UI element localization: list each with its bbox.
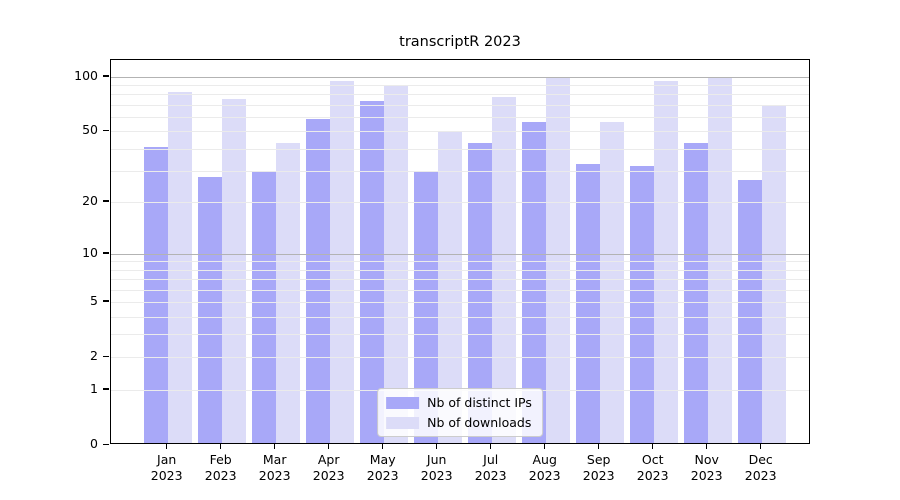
legend-item-distinct-ips: Nb of distinct IPs <box>386 395 532 410</box>
bar-downloads-may <box>383 85 408 443</box>
x-tick-label-mar: Mar 2023 <box>258 452 291 483</box>
y-tick-label: 50 <box>82 122 98 138</box>
bar-downloads-mar <box>275 142 300 443</box>
bar-distinct-ips-mar <box>251 171 276 443</box>
x-tick-label-feb: Feb 2023 <box>204 452 237 483</box>
bar-downloads-aug <box>545 77 570 443</box>
y-tick-mark <box>103 252 109 254</box>
x-tick-mark <box>381 444 384 449</box>
x-tick-mark <box>273 444 276 449</box>
x-tick-label-nov: Nov 2023 <box>690 452 723 483</box>
x-tick-mark <box>705 444 708 449</box>
y-tick-label: 0 <box>90 436 98 451</box>
x-tick-label-oct: Oct 2023 <box>636 452 669 483</box>
bar-distinct-ips-feb <box>197 177 222 443</box>
x-tick-label-aug: Aug 2023 <box>528 452 561 483</box>
x-tick-mark <box>597 444 600 449</box>
legend-swatch-distinct-ips <box>386 396 420 409</box>
y-tick-mark <box>103 200 109 202</box>
bar-distinct-ips-jan <box>143 146 168 443</box>
bar-downloads-apr <box>329 81 354 443</box>
x-tick-mark <box>219 444 222 449</box>
bar-downloads-feb <box>221 99 246 443</box>
bar-distinct-ips-sep <box>575 163 600 443</box>
y-tick-label: 100 <box>74 67 98 83</box>
x-tick-label-dec: Dec 2023 <box>744 452 777 483</box>
x-tick-mark <box>543 444 546 449</box>
y-tick-mark <box>103 129 109 132</box>
x-tick-label-jun: Jun 2023 <box>420 452 453 483</box>
x-tick-mark <box>489 444 492 449</box>
x-tick-label-jan: Jan 2023 <box>150 452 183 483</box>
bar-downloads-nov <box>707 77 732 443</box>
x-tick-mark <box>327 444 330 449</box>
bar-distinct-ips-dec <box>737 179 762 443</box>
x-tick-label-apr: Apr 2023 <box>312 452 345 483</box>
bar-downloads-jan <box>167 92 192 443</box>
x-tick-mark <box>165 444 168 449</box>
plot-area: Nb of distinct IPs Nb of downloads <box>110 59 810 444</box>
bars-layer <box>111 60 809 443</box>
legend-swatch-downloads <box>386 416 420 429</box>
y-tick-label: 10 <box>82 244 98 260</box>
x-tick-label-may: May 2023 <box>366 452 399 483</box>
y-tick-mark <box>103 75 109 77</box>
chart-title: transcriptR 2023 <box>399 34 521 50</box>
bar-distinct-ips-may <box>359 100 384 443</box>
y-tick-mark <box>103 388 109 390</box>
bar-downloads-oct <box>653 81 678 443</box>
bar-distinct-ips-oct <box>629 166 654 443</box>
y-tick-label: 1 <box>90 380 98 396</box>
bar-distinct-ips-nov <box>683 142 708 443</box>
x-tick-mark <box>435 444 438 449</box>
y-tick-label: 2 <box>90 348 98 364</box>
y-tick-mark <box>103 300 109 302</box>
x-tick-label-jul: Jul 2023 <box>474 452 507 483</box>
x-tick-mark <box>651 444 654 449</box>
x-tick-mark <box>759 444 762 449</box>
y-tick-label: 20 <box>82 192 98 208</box>
bar-downloads-sep <box>599 121 624 443</box>
legend-label-downloads: Nb of downloads <box>427 415 532 430</box>
bar-downloads-dec <box>761 106 786 443</box>
y-tick-mark <box>103 355 109 358</box>
y-tick-label: 5 <box>90 292 98 308</box>
legend-label-distinct-ips: Nb of distinct IPs <box>427 395 532 410</box>
bar-distinct-ips-apr <box>305 118 330 443</box>
x-tick-label-sep: Sep 2023 <box>582 452 615 483</box>
y-tick-mark <box>103 443 109 445</box>
legend: Nb of distinct IPs Nb of downloads <box>377 388 543 437</box>
legend-item-downloads: Nb of downloads <box>386 415 532 430</box>
